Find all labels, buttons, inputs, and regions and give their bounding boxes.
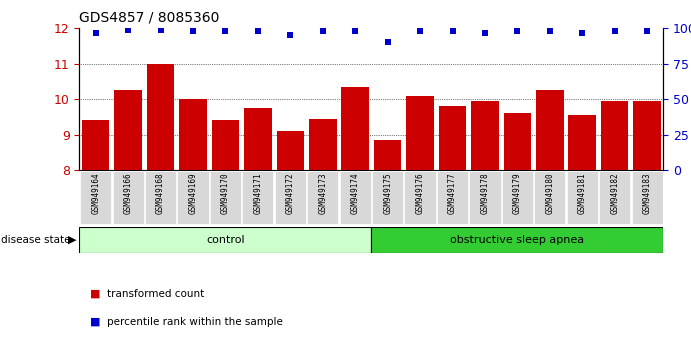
FancyBboxPatch shape xyxy=(339,171,371,224)
Point xyxy=(415,28,426,34)
Text: ▶: ▶ xyxy=(68,235,76,245)
Text: GSM949166: GSM949166 xyxy=(124,173,133,214)
Bar xyxy=(536,90,564,170)
Point xyxy=(90,30,101,35)
Point xyxy=(317,28,328,34)
FancyBboxPatch shape xyxy=(469,171,500,224)
FancyBboxPatch shape xyxy=(437,171,468,224)
Bar xyxy=(276,131,304,170)
Text: GSM949169: GSM949169 xyxy=(189,173,198,214)
Bar xyxy=(471,101,499,170)
Text: GSM949177: GSM949177 xyxy=(448,173,457,214)
FancyBboxPatch shape xyxy=(275,171,306,224)
Bar xyxy=(82,120,109,170)
Bar xyxy=(374,140,401,170)
Text: GSM949164: GSM949164 xyxy=(91,173,100,214)
Point xyxy=(545,28,556,34)
Text: GSM949178: GSM949178 xyxy=(480,173,489,214)
Point xyxy=(447,28,458,34)
Point xyxy=(122,27,133,33)
Text: GSM949176: GSM949176 xyxy=(415,173,424,214)
Bar xyxy=(569,115,596,170)
Text: obstructive sleep apnea: obstructive sleep apnea xyxy=(451,235,585,245)
Point xyxy=(382,40,393,45)
Text: GSM949173: GSM949173 xyxy=(319,173,328,214)
Point xyxy=(577,30,588,35)
Text: GSM949181: GSM949181 xyxy=(578,173,587,214)
Text: ■: ■ xyxy=(90,317,100,327)
Bar xyxy=(341,87,369,170)
Point xyxy=(480,30,491,35)
Text: ■: ■ xyxy=(90,289,100,299)
Bar xyxy=(114,90,142,170)
Text: percentile rank within the sample: percentile rank within the sample xyxy=(107,317,283,327)
FancyBboxPatch shape xyxy=(534,171,565,224)
FancyBboxPatch shape xyxy=(79,227,371,253)
Text: GSM949171: GSM949171 xyxy=(254,173,263,214)
FancyBboxPatch shape xyxy=(307,171,339,224)
Point xyxy=(285,33,296,38)
Bar xyxy=(634,101,661,170)
Point xyxy=(220,28,231,34)
Bar xyxy=(439,106,466,170)
FancyBboxPatch shape xyxy=(113,171,144,224)
FancyBboxPatch shape xyxy=(145,171,176,224)
Text: GDS4857 / 8085360: GDS4857 / 8085360 xyxy=(79,11,220,25)
Bar xyxy=(309,119,337,170)
FancyBboxPatch shape xyxy=(178,171,209,224)
Bar xyxy=(504,113,531,170)
FancyBboxPatch shape xyxy=(404,171,435,224)
Point xyxy=(252,28,263,34)
Text: GSM949180: GSM949180 xyxy=(545,173,554,214)
Point xyxy=(187,28,198,34)
Text: GSM949182: GSM949182 xyxy=(610,173,619,214)
Text: GSM949168: GSM949168 xyxy=(156,173,165,214)
Text: GSM949174: GSM949174 xyxy=(351,173,360,214)
Bar xyxy=(179,99,207,170)
Point xyxy=(350,28,361,34)
FancyBboxPatch shape xyxy=(210,171,241,224)
Text: disease state: disease state xyxy=(1,235,71,245)
FancyBboxPatch shape xyxy=(372,171,404,224)
Point xyxy=(642,28,653,34)
Text: transformed count: transformed count xyxy=(107,289,205,299)
FancyBboxPatch shape xyxy=(243,171,274,224)
Point xyxy=(512,28,523,34)
Text: GSM949183: GSM949183 xyxy=(643,173,652,214)
Bar xyxy=(244,108,272,170)
Bar xyxy=(406,96,434,170)
Bar xyxy=(601,101,629,170)
FancyBboxPatch shape xyxy=(80,171,111,224)
Text: GSM949170: GSM949170 xyxy=(221,173,230,214)
FancyBboxPatch shape xyxy=(567,171,598,224)
Text: GSM949172: GSM949172 xyxy=(286,173,295,214)
Point xyxy=(155,27,166,33)
Text: control: control xyxy=(206,235,245,245)
FancyBboxPatch shape xyxy=(502,171,533,224)
Bar xyxy=(146,64,174,170)
Text: GSM949179: GSM949179 xyxy=(513,173,522,214)
Bar xyxy=(211,120,239,170)
Point xyxy=(609,28,621,34)
FancyBboxPatch shape xyxy=(371,227,663,253)
FancyBboxPatch shape xyxy=(632,171,663,224)
Text: GSM949175: GSM949175 xyxy=(383,173,392,214)
FancyBboxPatch shape xyxy=(599,171,630,224)
